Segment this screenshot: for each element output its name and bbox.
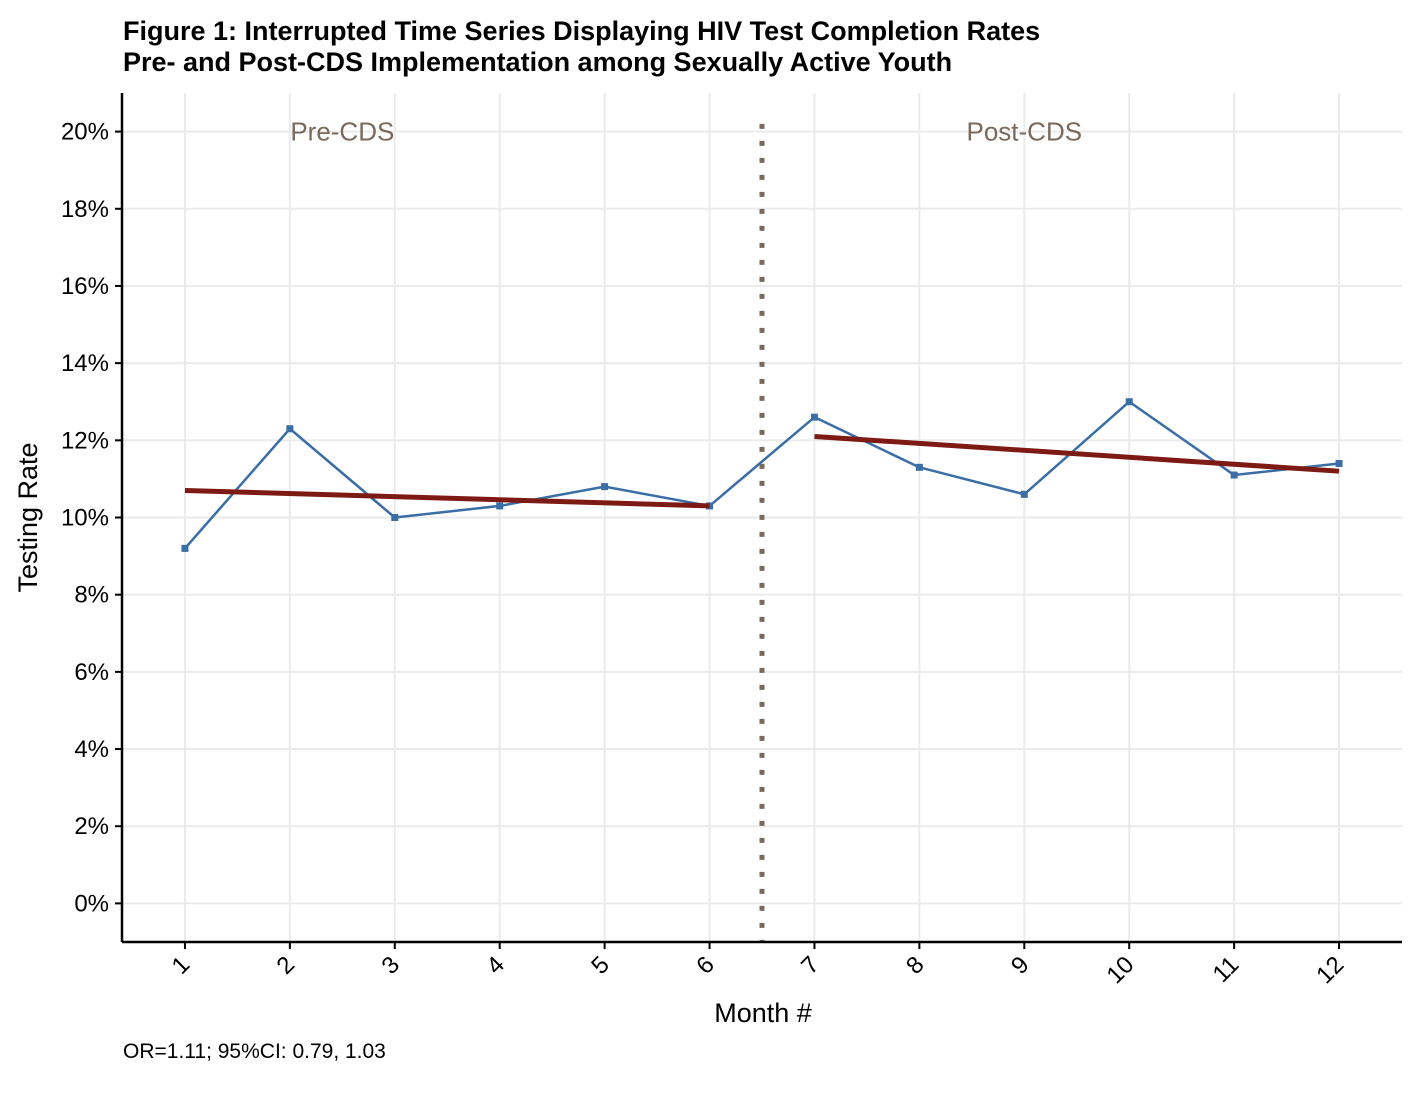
y-tick-label-9: 18% (61, 196, 109, 223)
series-layer (181, 398, 1343, 552)
y-tick-label-0: 0% (74, 890, 109, 917)
x-tick-label-11: 12 (1311, 951, 1349, 989)
chart-caption: OR=1.11; 95%CI: 0.79, 1.03 (123, 1040, 386, 1063)
x-tick-label-8: 9 (1006, 951, 1035, 980)
x-tick-label-6: 7 (796, 951, 825, 980)
data-point-month-4 (496, 502, 504, 510)
labels-layer: 0%2%4%6%8%10%12%14%16%18%20%1 2 3 4 5 6 7 8 9 10 1… (13, 117, 1349, 1028)
data-point-month-2 (286, 425, 294, 433)
y-tick-label-2: 4% (74, 736, 109, 763)
x-tick-label-10: 11 (1208, 951, 1245, 988)
y-tick-label-6: 12% (61, 427, 109, 454)
data-point-month-10 (1125, 398, 1133, 406)
data-point-month-5 (601, 483, 609, 491)
y-tick-label-4: 8% (74, 582, 109, 609)
data-point-month-8 (915, 463, 923, 471)
x-tick-label-4: 5 (586, 951, 615, 980)
axes-layer (115, 93, 1402, 949)
y-tick-label-1: 2% (74, 813, 109, 840)
y-tick-label-8: 16% (61, 273, 109, 300)
data-point-month-12 (1335, 459, 1343, 467)
data-point-month-7 (810, 413, 818, 421)
x-tick-label-7: 8 (901, 951, 930, 980)
chart-title-line-1: Figure 1: Interrupted Time Series Displa… (123, 16, 1041, 46)
annotation-post-cds: Post-CDS (967, 117, 1083, 147)
trend-layer (184, 433, 1340, 509)
chart-title: Figure 1: Interrupted Time Series Displa… (123, 16, 1040, 78)
x-tick-label-9: 10 (1101, 951, 1139, 989)
y-tick-label-10: 20% (61, 119, 109, 146)
data-point-month-9 (1020, 490, 1028, 498)
x-axis-title: Month # (714, 998, 812, 1028)
x-tick-label-2: 3 (376, 951, 405, 980)
y-axis-title: Testing Rate (13, 442, 43, 592)
x-tick-label-5: 6 (691, 951, 720, 980)
trend-line-post (814, 433, 1340, 474)
data-point-month-1 (181, 544, 189, 552)
chart-title-line-2: Pre- and Post-CDS Implementation among S… (123, 47, 953, 77)
x-tick-label-3: 4 (481, 951, 510, 980)
data-point-month-11 (1230, 471, 1238, 479)
y-tick-label-3: 6% (74, 659, 109, 686)
y-tick-label-7: 14% (61, 350, 109, 377)
x-tick-label-0: 1 (167, 951, 196, 980)
y-tick-label-5: 10% (61, 505, 109, 532)
data-point-month-3 (391, 514, 399, 521)
annotation-pre-cds: Pre-CDS (290, 117, 394, 147)
x-tick-label-1: 2 (272, 951, 301, 980)
series-line-0 (184, 400, 1340, 550)
trend-line-pre (184, 487, 710, 509)
